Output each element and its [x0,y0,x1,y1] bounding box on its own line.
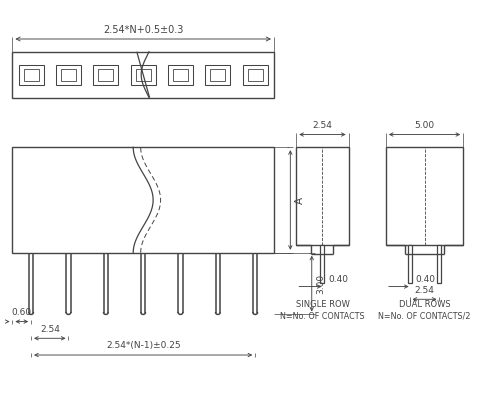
Bar [296,147,349,245]
Text: N=No. OF CONTACTS: N=No. OF CONTACTS [280,312,365,321]
Text: 3.00: 3.00 [317,273,326,294]
Text: A: A [295,197,305,203]
Bar [56,64,81,84]
Text: 2.54: 2.54 [313,121,332,130]
Bar [130,64,155,84]
Bar [386,147,463,245]
Bar [321,245,325,283]
Bar [94,64,119,84]
Bar [211,69,226,80]
Text: 2.54: 2.54 [40,324,60,334]
Bar [135,69,150,80]
Text: 2.54*N+0.5±0.3: 2.54*N+0.5±0.3 [103,25,183,35]
Bar [61,69,76,80]
Bar [24,69,39,80]
Bar [19,64,44,84]
Text: N=No. OF CONTACTS/2: N=No. OF CONTACTS/2 [378,312,471,321]
Text: 2.54*(N-1)±0.25: 2.54*(N-1)±0.25 [106,341,180,350]
Bar [12,147,274,253]
Bar [248,69,263,80]
Text: SINGLE ROW: SINGLE ROW [295,300,350,310]
Bar [243,64,268,84]
Bar [99,69,114,80]
Bar [12,52,274,98]
Bar [438,245,441,283]
Bar [407,245,411,283]
Text: DUAL ROWS: DUAL ROWS [399,300,450,310]
Text: 5.00: 5.00 [414,121,435,130]
Bar [168,64,193,84]
Text: 0.40: 0.40 [328,275,348,284]
Text: 2.54: 2.54 [415,286,434,295]
Bar [173,69,188,80]
Text: 0.40: 0.40 [415,275,435,284]
Bar [206,64,230,84]
Text: 0.60: 0.60 [12,308,32,317]
